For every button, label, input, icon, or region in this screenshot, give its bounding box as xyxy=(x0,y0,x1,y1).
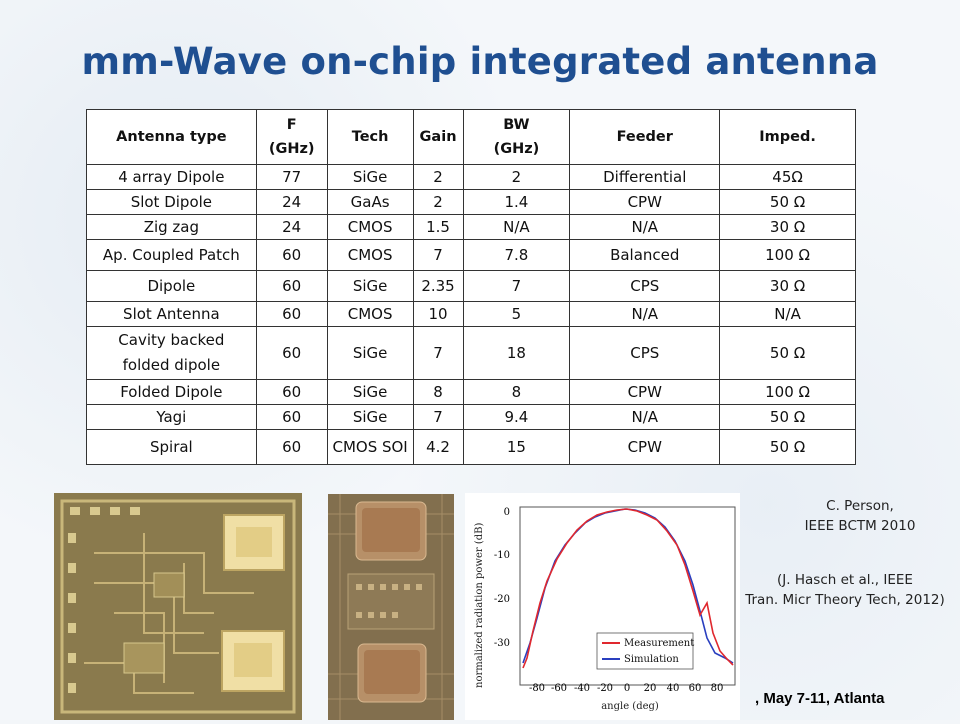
plot-xtick: -40 xyxy=(574,683,590,694)
table-row: Spiral 60 CMOS SOI 4.2 15 CPW 50 Ω xyxy=(86,429,856,465)
legend-simulation: Simulation xyxy=(624,654,679,665)
table-row: Cavity backed folded dipole 60 SiGe 7 18 CPS 50… xyxy=(86,326,856,380)
plot-ytick: -30 xyxy=(494,638,510,649)
table-row: Yagi 60 SiGe 7 9.4 N/A 50 Ω xyxy=(86,404,856,430)
table-row: Ap. Coupled Patch 60 CMOS 7 7.8 Balanced 100 Ω xyxy=(86,239,856,271)
chip-photo-2 xyxy=(328,494,454,720)
plot-xtick: -60 xyxy=(551,683,567,694)
table-header-row: Antenna type F (GHz) Tech Gain BW (GHz) Fe… xyxy=(86,109,856,165)
header-frequency: F (GHz) xyxy=(255,109,328,165)
plot-xtick: 20 xyxy=(644,683,657,694)
table-row: Dipole 60 SiGe 2.35 7 CPS 30 Ω xyxy=(86,270,856,302)
plot-ytick: -20 xyxy=(494,594,510,605)
plot-ylabel: normalized radiation power (dB) xyxy=(474,522,485,688)
header-antenna-type: Antenna type xyxy=(86,109,257,165)
conference-footer: , May 7-11, Atlanta xyxy=(755,690,885,707)
plot-xtick: 40 xyxy=(667,683,680,694)
plot-xlabel: angle (deg) xyxy=(601,701,659,712)
header-tech: Tech xyxy=(326,109,414,165)
citation-hasch: (J. Hasch et al., IEEE Tran. Micr Theory … xyxy=(745,572,945,608)
legend-measurement: Measurement xyxy=(624,638,694,649)
chip-photo-1 xyxy=(54,493,302,720)
header-impedance: Imped. xyxy=(719,109,856,165)
plot-xtick: 80 xyxy=(711,683,724,694)
plot-xtick: 60 xyxy=(689,683,702,694)
header-bandwidth: BW (GHz) xyxy=(462,109,571,165)
plot-ytick: -10 xyxy=(494,550,510,561)
antenna-comparison-table: Antenna type F (GHz) Tech Gain BW (GHz) Fe… xyxy=(86,109,856,465)
table-row: Slot Dipole 24 GaAs 2 1.4 CPW 50 Ω xyxy=(86,189,856,215)
header-gain: Gain xyxy=(412,109,464,165)
radiation-pattern-plot: normalized radiation power (dB) 0 -10 -2… xyxy=(465,493,740,720)
slide-title: mm-Wave on-chip integrated antenna xyxy=(81,40,879,83)
measurement-curve xyxy=(522,508,734,669)
plot-xtick: -80 xyxy=(529,683,545,694)
plot-ytick: 0 xyxy=(504,507,510,518)
plot-xtick: 0 xyxy=(624,683,630,694)
table-row: Slot Antenna 60 CMOS 10 5 N/A N/A xyxy=(86,301,856,327)
table-row: Folded Dipole 60 SiGe 8 8 CPW 100 Ω xyxy=(86,379,856,405)
table-row: Zig zag 24 CMOS 1.5 N/A N/A 30 Ω xyxy=(86,214,856,240)
header-feeder: Feeder xyxy=(569,109,721,165)
plot-xtick: -20 xyxy=(597,683,613,694)
table-row: 4 array Dipole 77 SiGe 2 2 Differential 45Ω xyxy=(86,164,856,190)
citation-person: C. Person, IEEE BCTM 2010 xyxy=(804,498,916,534)
